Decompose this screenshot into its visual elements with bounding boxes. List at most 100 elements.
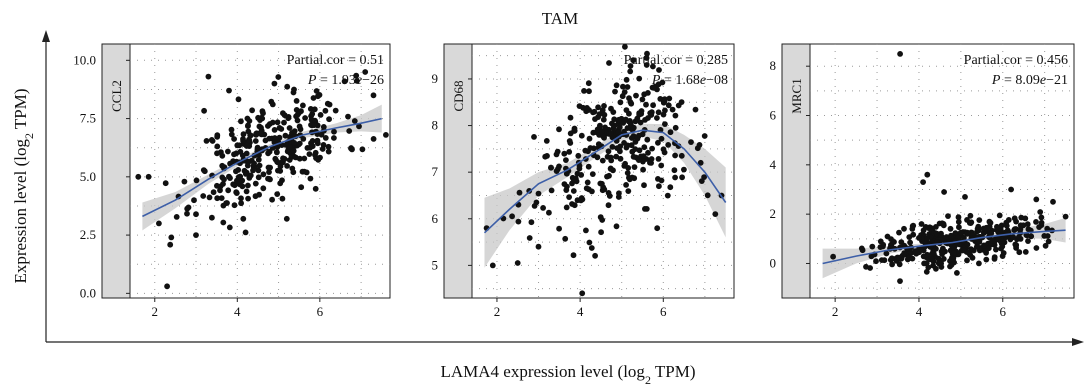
data-point bbox=[583, 185, 590, 192]
data-point bbox=[351, 118, 358, 124]
x-tick-label: 2 bbox=[152, 304, 159, 319]
data-point bbox=[607, 166, 614, 172]
data-point bbox=[578, 172, 585, 178]
data-point bbox=[262, 137, 269, 144]
data-point bbox=[193, 177, 200, 184]
x-tick-label: 2 bbox=[832, 304, 839, 319]
data-point bbox=[325, 143, 332, 150]
data-point bbox=[282, 132, 289, 139]
data-point bbox=[1033, 219, 1039, 225]
data-point bbox=[274, 191, 281, 198]
data-point bbox=[627, 68, 634, 75]
data-point bbox=[567, 130, 574, 137]
data-point bbox=[1011, 227, 1018, 234]
data-point bbox=[540, 205, 546, 211]
data-point bbox=[665, 102, 672, 109]
data-point bbox=[238, 195, 244, 202]
p-exp-symbol: e bbox=[700, 73, 706, 88]
data-point bbox=[281, 119, 287, 126]
y-tick-label: 4 bbox=[770, 157, 777, 172]
data-point bbox=[561, 181, 568, 188]
data-point bbox=[324, 100, 331, 107]
data-point bbox=[587, 145, 594, 151]
data-point bbox=[1045, 238, 1052, 245]
data-point bbox=[584, 105, 590, 111]
data-point bbox=[679, 174, 685, 181]
data-point bbox=[205, 73, 212, 80]
data-point bbox=[656, 183, 662, 190]
data-point bbox=[245, 195, 252, 202]
data-point bbox=[1062, 213, 1069, 220]
y-tick-label: 8 bbox=[770, 58, 777, 73]
data-point bbox=[531, 134, 537, 140]
data-point bbox=[576, 165, 583, 172]
data-point bbox=[556, 225, 562, 232]
data-point bbox=[306, 151, 313, 158]
y-axis-label-main: Expression level (log bbox=[11, 139, 30, 284]
data-point bbox=[156, 220, 162, 227]
data-point bbox=[616, 124, 623, 131]
data-point bbox=[681, 166, 687, 173]
data-point bbox=[588, 245, 595, 251]
data-point bbox=[269, 196, 275, 203]
fit-line bbox=[822, 229, 1066, 265]
data-point bbox=[920, 179, 926, 186]
data-point bbox=[655, 139, 661, 146]
data-point bbox=[989, 237, 996, 244]
data-point bbox=[621, 128, 627, 135]
data-point bbox=[982, 227, 988, 234]
data-point bbox=[251, 160, 257, 167]
data-point bbox=[615, 116, 622, 123]
data-point bbox=[950, 249, 957, 256]
data-point bbox=[643, 62, 650, 68]
data-point bbox=[943, 234, 950, 240]
data-point bbox=[901, 225, 907, 232]
data-point bbox=[571, 177, 577, 184]
data-point bbox=[235, 96, 242, 103]
data-point bbox=[579, 290, 586, 297]
data-point bbox=[310, 95, 317, 101]
data-point bbox=[277, 168, 284, 174]
p-symbol: P bbox=[307, 73, 317, 88]
data-point bbox=[221, 176, 227, 183]
data-point bbox=[672, 124, 679, 131]
figure-title: TAM bbox=[542, 9, 578, 28]
data-point bbox=[214, 133, 221, 140]
data-point bbox=[889, 255, 895, 262]
data-point bbox=[973, 244, 980, 250]
data-point bbox=[370, 136, 377, 142]
data-point bbox=[955, 214, 962, 221]
y-tick-label: 2.5 bbox=[80, 227, 96, 242]
data-point bbox=[698, 178, 705, 185]
data-point bbox=[617, 99, 624, 106]
panel-strip bbox=[101, 43, 131, 299]
data-point bbox=[526, 235, 533, 241]
data-point bbox=[311, 122, 318, 128]
data-point bbox=[605, 202, 612, 209]
data-point bbox=[635, 157, 642, 164]
data-point bbox=[672, 112, 679, 119]
data-point bbox=[209, 214, 215, 221]
data-point bbox=[325, 148, 332, 155]
data-point bbox=[627, 63, 634, 69]
data-point bbox=[662, 121, 668, 127]
x-axis-label: LAMA4 expression level (log2 TPM) bbox=[441, 362, 696, 386]
panel-cd68: CD68 2 4 6 5 6 7 8 9 Partial.cor = 0.285 P = 1.68e… bbox=[432, 43, 735, 319]
data-point bbox=[162, 180, 169, 187]
data-point bbox=[1005, 217, 1012, 223]
data-point bbox=[601, 111, 608, 118]
data-point bbox=[922, 224, 929, 230]
data-point bbox=[996, 212, 1003, 219]
data-point bbox=[994, 223, 1000, 230]
data-point bbox=[258, 124, 264, 131]
y-tick-label: 5 bbox=[432, 257, 439, 272]
data-point bbox=[613, 153, 620, 160]
outer-x-arrow bbox=[1072, 338, 1084, 346]
data-point bbox=[643, 101, 649, 108]
data-point bbox=[590, 129, 597, 136]
data-point bbox=[191, 197, 197, 204]
data-point bbox=[258, 130, 264, 137]
data-point bbox=[609, 144, 616, 150]
y-axis-label: Expression level (log2 TPM) bbox=[11, 88, 36, 283]
data-point bbox=[645, 90, 651, 96]
